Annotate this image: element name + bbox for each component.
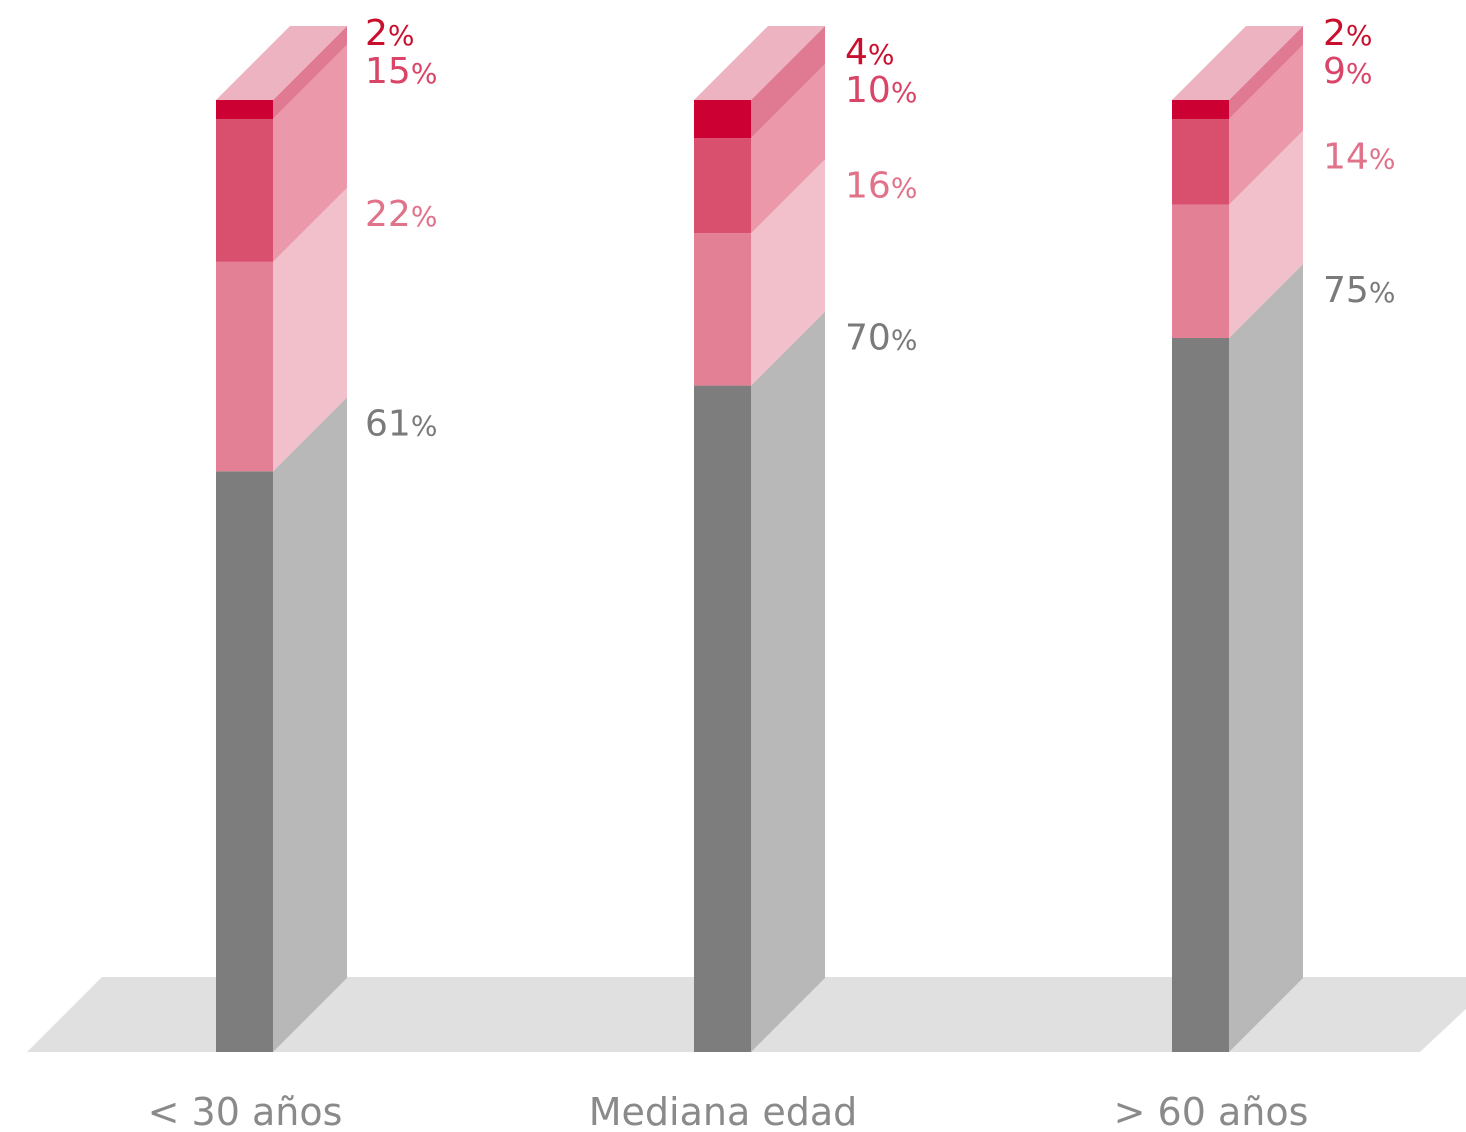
bar-segment-front <box>694 138 751 234</box>
value-label: 22% <box>365 194 437 235</box>
bar-segment-side <box>1229 26 1303 120</box>
bar-segment <box>1172 26 1303 120</box>
value-label: 2% <box>365 13 415 54</box>
value-label: 14% <box>1323 137 1395 178</box>
bar-segment-side <box>273 397 347 1052</box>
bar-segment <box>216 45 347 262</box>
value-label: 61% <box>365 403 437 444</box>
category-label: > 60 años <box>1114 1090 1309 1132</box>
bar-segment <box>216 187 347 472</box>
chart-category-labels: < 30 años Mediana edad > 60 años <box>148 1090 1309 1132</box>
bar-segment-front <box>216 100 273 120</box>
bar-segment <box>1172 130 1303 338</box>
bar-segment-front <box>1172 338 1229 1052</box>
bar-segment-front <box>1172 204 1229 338</box>
bar-segment-side <box>273 26 347 120</box>
bar-segment-front <box>1172 100 1229 120</box>
bar-segment-front <box>694 100 751 139</box>
bar-segment-front <box>694 385 751 1053</box>
bar-top-cap <box>216 26 347 100</box>
bar-segment <box>1172 45 1303 205</box>
bar-top-cap <box>1172 26 1303 100</box>
value-label: 4% <box>845 32 895 73</box>
bar-segment-side <box>751 64 825 234</box>
chart-value-labels: 61%22%15%2%70%16%10%4%75%14%9%2% <box>365 13 1395 444</box>
bar-segment <box>694 26 825 139</box>
bar-segment-side <box>1229 130 1303 338</box>
bar-segment <box>694 64 825 234</box>
value-label: 75% <box>1323 270 1395 311</box>
bar-segment <box>216 397 347 1052</box>
category-label: Mediana edad <box>589 1090 858 1132</box>
bar-segment-side <box>751 311 825 1053</box>
bar-segment-front <box>694 233 751 386</box>
value-label: 16% <box>845 165 917 206</box>
value-label: 10% <box>845 70 917 111</box>
value-label: 70% <box>845 318 917 359</box>
bar-segment-front <box>216 261 273 472</box>
category-label: < 30 años <box>148 1090 343 1132</box>
bar-segment <box>216 26 347 120</box>
bar-segment <box>694 159 825 386</box>
bar-segment-side <box>751 159 825 386</box>
value-label: 9% <box>1323 51 1373 92</box>
value-label: 2% <box>1323 13 1373 54</box>
chart-bars <box>216 26 1303 1053</box>
bar-segment-side <box>1229 45 1303 205</box>
bar-top-cap <box>694 26 825 100</box>
bar-segment <box>1172 264 1303 1052</box>
value-label: 15% <box>365 51 437 92</box>
bar-segment <box>694 311 825 1053</box>
bar-segment-side <box>751 26 825 139</box>
bar-segment-side <box>273 45 347 262</box>
bar-segment-front <box>216 119 273 262</box>
bar-segment-side <box>1229 264 1303 1052</box>
bar-segment-side <box>273 187 347 472</box>
bar-segment-front <box>1172 119 1229 205</box>
bar-segment-front <box>216 471 273 1052</box>
